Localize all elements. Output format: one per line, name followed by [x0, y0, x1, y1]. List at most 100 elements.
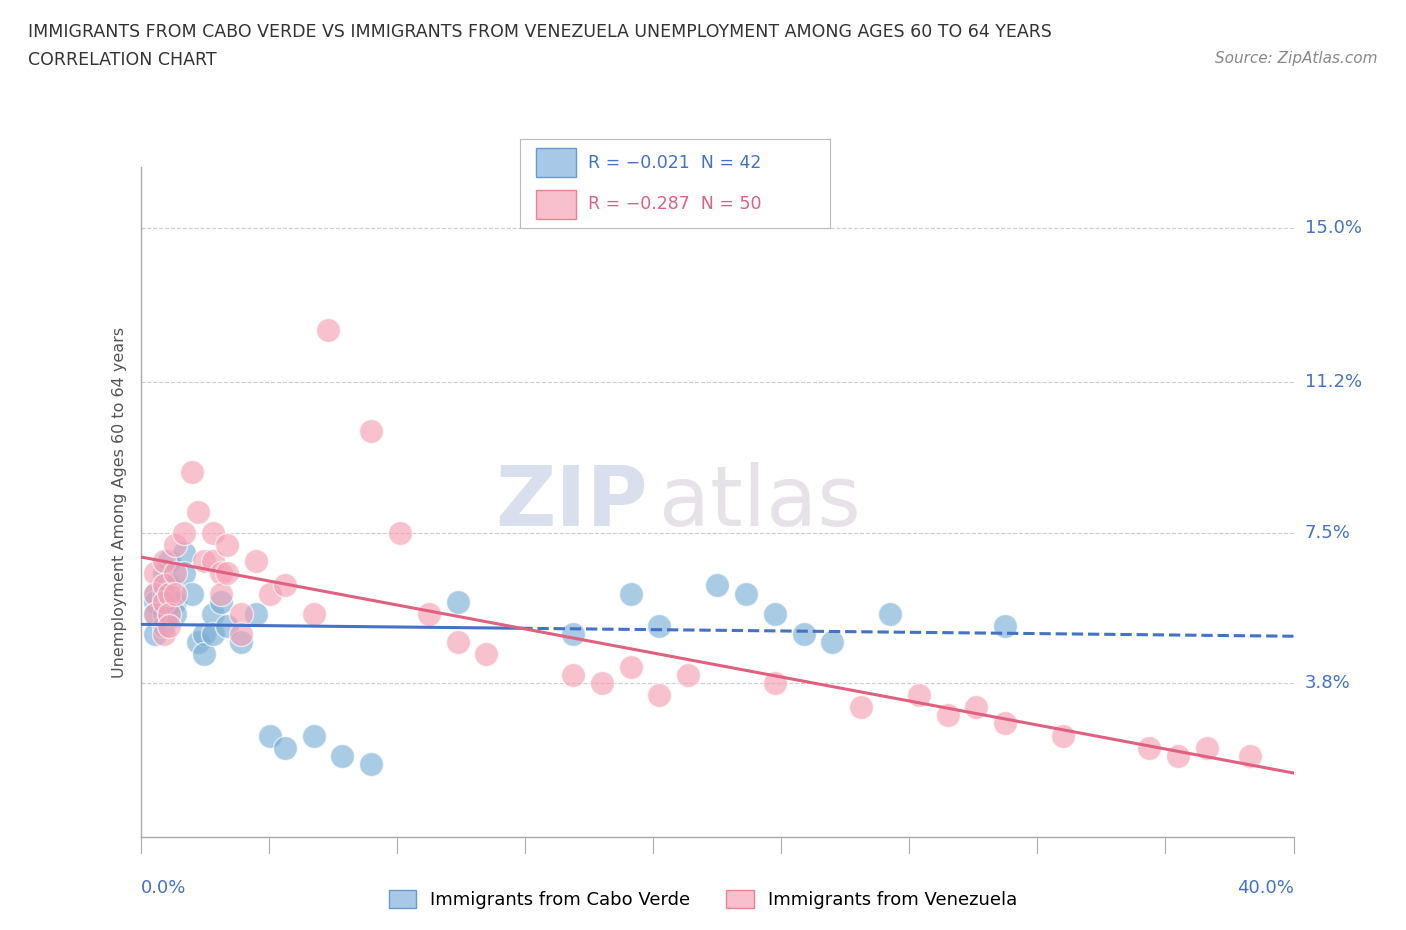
Point: [231, 606, 253, 621]
Point: [763, 606, 786, 621]
Point: [332, 749, 354, 764]
Text: CORRELATION CHART: CORRELATION CHART: [28, 51, 217, 69]
Point: [159, 578, 180, 592]
Text: 11.2%: 11.2%: [1305, 374, 1362, 392]
Point: [165, 606, 187, 621]
Point: [165, 586, 187, 601]
Text: atlas: atlas: [659, 461, 860, 543]
Point: [165, 538, 187, 552]
Point: [1239, 749, 1261, 764]
Point: [965, 699, 987, 714]
Point: [562, 667, 585, 682]
Point: [201, 606, 224, 621]
Point: [274, 740, 297, 755]
Point: [245, 606, 267, 621]
Point: [173, 525, 195, 540]
Point: [217, 538, 239, 552]
Point: [181, 586, 204, 601]
Point: [245, 553, 267, 568]
Point: [994, 716, 1017, 731]
Point: [259, 728, 281, 743]
Point: [849, 699, 872, 714]
Point: [259, 586, 281, 601]
Text: R = −0.021  N = 42: R = −0.021 N = 42: [588, 153, 762, 172]
Point: [201, 553, 224, 568]
Point: [217, 565, 239, 580]
Point: [143, 606, 166, 621]
Point: [152, 553, 174, 568]
Point: [360, 424, 382, 439]
Point: [388, 525, 411, 540]
Point: [152, 565, 174, 580]
Point: [143, 565, 166, 580]
Point: [735, 586, 758, 601]
Point: [418, 606, 440, 621]
Point: [793, 627, 815, 642]
Point: [678, 667, 700, 682]
Point: [181, 464, 204, 479]
Point: [159, 606, 180, 621]
Point: [193, 627, 215, 642]
Text: 40.0%: 40.0%: [1237, 879, 1294, 897]
Point: [143, 586, 166, 601]
Text: 3.8%: 3.8%: [1305, 674, 1350, 692]
Point: [936, 708, 959, 723]
Text: 7.5%: 7.5%: [1305, 524, 1351, 541]
Text: R = −0.287  N = 50: R = −0.287 N = 50: [588, 195, 762, 214]
Point: [274, 578, 297, 592]
Point: [187, 505, 209, 520]
Point: [173, 546, 195, 561]
Point: [1195, 740, 1218, 755]
Point: [763, 675, 786, 690]
Point: [619, 586, 641, 601]
Point: [316, 323, 339, 338]
Point: [231, 635, 253, 650]
Point: [152, 627, 174, 642]
Text: IMMIGRANTS FROM CABO VERDE VS IMMIGRANTS FROM VENEZUELA UNEMPLOYMENT AMONG AGES : IMMIGRANTS FROM CABO VERDE VS IMMIGRANTS…: [28, 23, 1052, 41]
Point: [591, 675, 613, 690]
Point: [648, 618, 671, 633]
Point: [193, 553, 215, 568]
Point: [159, 618, 180, 633]
Point: [159, 594, 180, 609]
Point: [165, 565, 187, 580]
Point: [447, 594, 470, 609]
Point: [231, 627, 253, 642]
Point: [143, 594, 166, 609]
Point: [143, 627, 166, 642]
Text: 0.0%: 0.0%: [141, 879, 186, 897]
Text: Source: ZipAtlas.com: Source: ZipAtlas.com: [1215, 51, 1378, 66]
Point: [152, 606, 174, 621]
Point: [193, 647, 215, 662]
FancyBboxPatch shape: [536, 190, 576, 219]
Point: [994, 618, 1017, 633]
Point: [217, 618, 239, 633]
Point: [152, 594, 174, 609]
Point: [1052, 728, 1074, 743]
Point: [209, 565, 232, 580]
Point: [152, 578, 174, 592]
Point: [143, 606, 166, 621]
Text: ZIP: ZIP: [495, 461, 648, 543]
Point: [209, 586, 232, 601]
Point: [209, 594, 232, 609]
Point: [879, 606, 901, 621]
Y-axis label: Unemployment Among Ages 60 to 64 years: Unemployment Among Ages 60 to 64 years: [111, 326, 127, 678]
Point: [159, 606, 180, 621]
Point: [562, 627, 585, 642]
Point: [201, 525, 224, 540]
Point: [1167, 749, 1189, 764]
Point: [187, 635, 209, 650]
Point: [201, 627, 224, 642]
Point: [619, 659, 641, 674]
Point: [1139, 740, 1161, 755]
Point: [447, 635, 470, 650]
Point: [821, 635, 844, 650]
Point: [143, 586, 166, 601]
Point: [159, 553, 180, 568]
Point: [165, 594, 187, 609]
Point: [152, 618, 174, 633]
Point: [475, 647, 498, 662]
Point: [360, 756, 382, 771]
Legend: Immigrants from Cabo Verde, Immigrants from Venezuela: Immigrants from Cabo Verde, Immigrants f…: [381, 883, 1025, 916]
